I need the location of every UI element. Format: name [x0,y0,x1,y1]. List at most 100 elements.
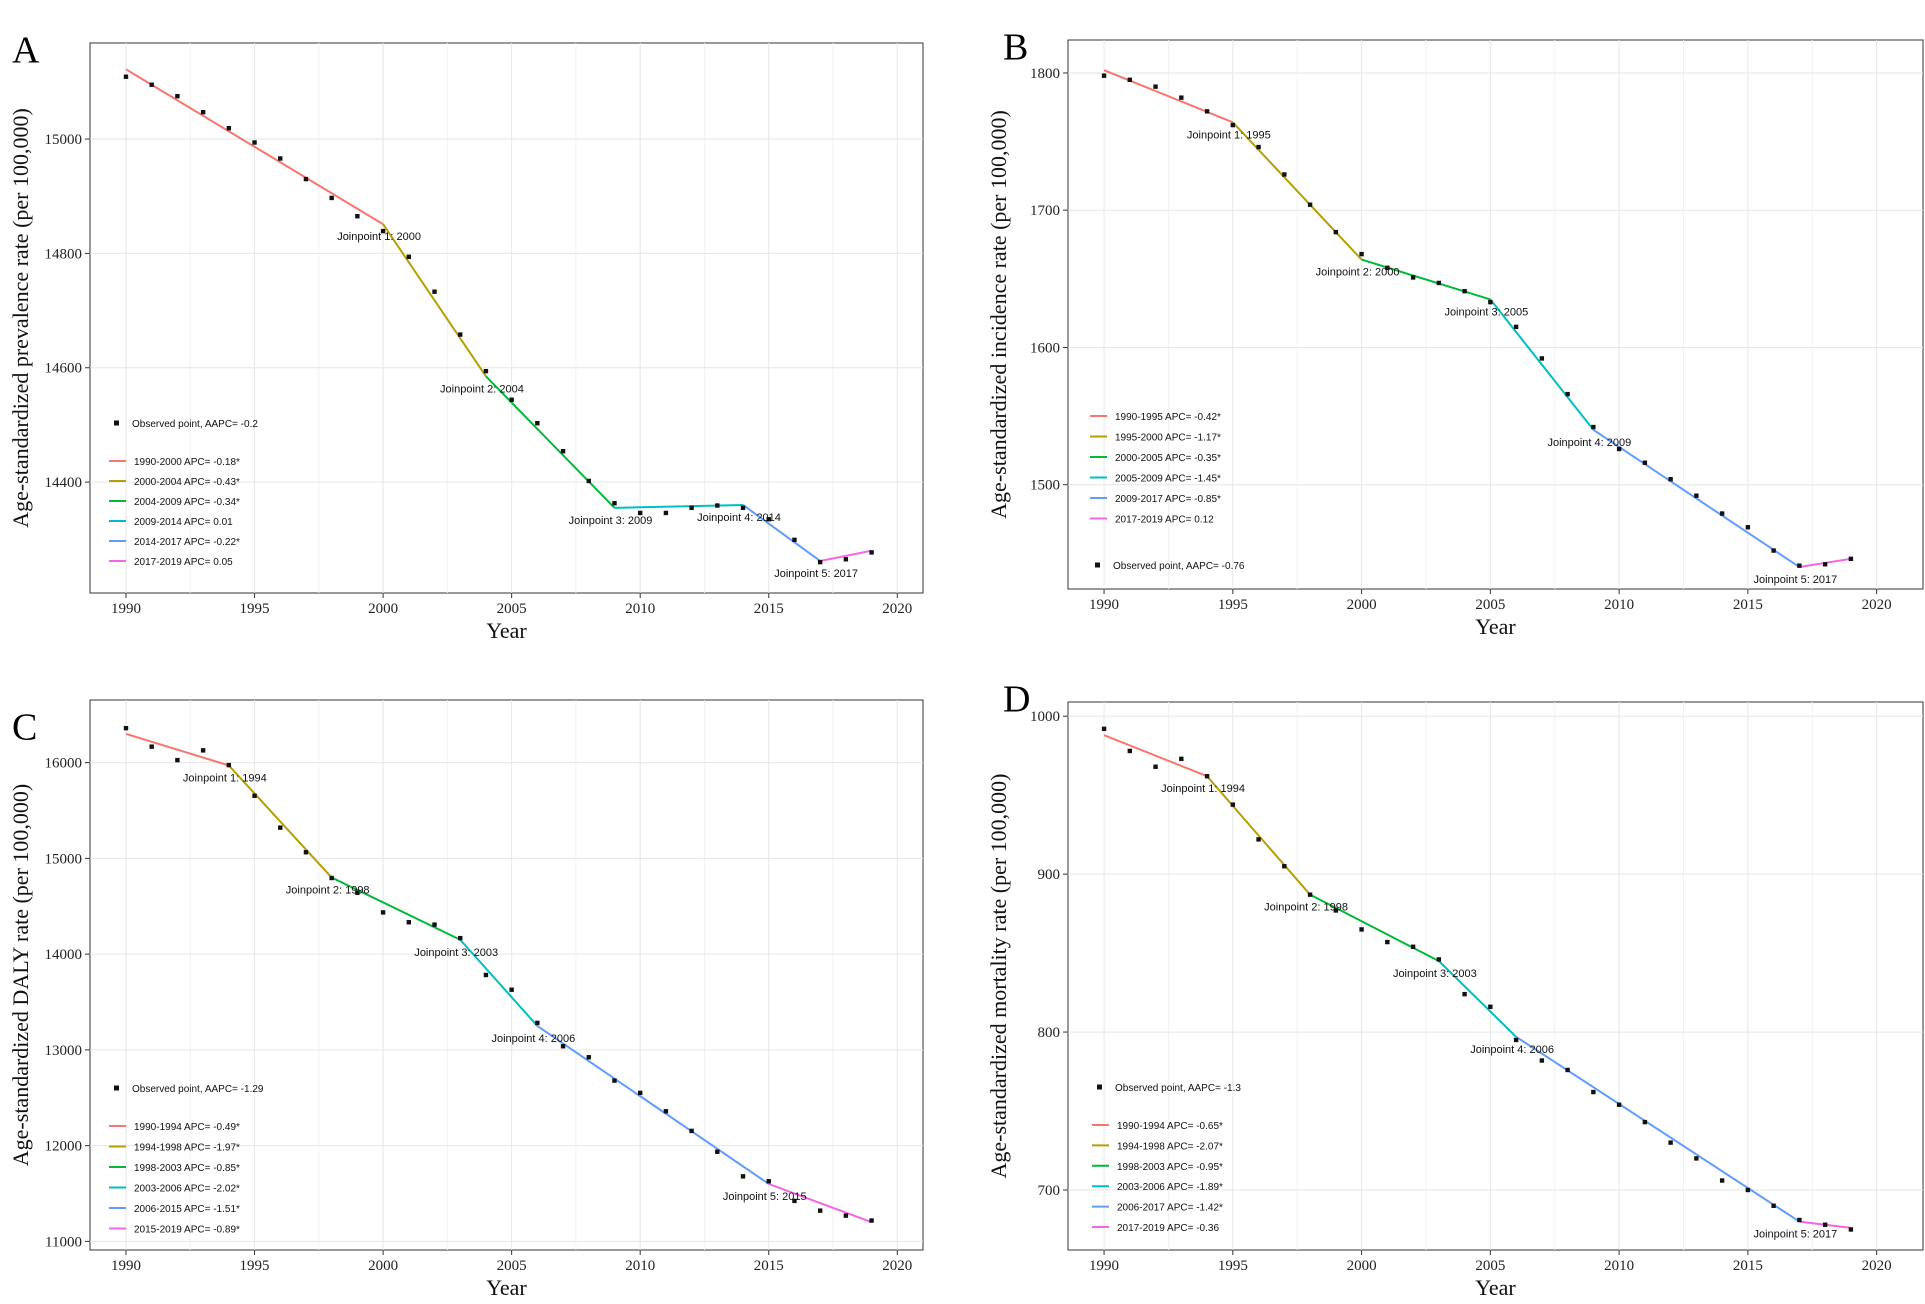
observed-point [355,890,360,895]
observed-point [535,420,540,426]
legend-segment-label: 1994-1998 APC= -1.97* [134,1143,240,1154]
plot-area [1067,701,1924,1251]
x-tick-label: 2015 [1733,1258,1763,1274]
chart-panel-a: A 1990 1995 2000 2005 2010 2015 2020 14400 14600 1… [8,29,924,643]
apc-segment-line [536,1025,770,1185]
y-axis-title: Age-standardized prevalence rate (per 10… [8,108,33,528]
legend-segment-label: 1998-2003 APC= -0.95* [1117,1162,1223,1173]
legend-segment-label: 2015-2019 APC= -0.89* [134,1225,240,1236]
observed-point [123,725,129,731]
observed-point [1127,77,1133,83]
legend-segment-label: 2017-2019 APC= -0.36 [1117,1223,1219,1234]
legend-observed-marker [1097,1084,1102,1090]
apc-segment-line [819,549,872,562]
apc-segment-line [1489,298,1595,431]
x-axis-title: Year [1475,1275,1516,1300]
joinpoint-label: Joinpoint 2: 1998 [1264,902,1348,914]
observed-point [1822,1222,1828,1227]
y-tick-label: 1700 [1030,203,1060,219]
legend-segment-label: 1990-1995 APC= -0.42* [1115,412,1221,423]
x-tick-label: 2015 [1733,597,1763,613]
observed-point [303,850,309,855]
legend-segment-label: 2014-2017 APC= -0.22* [134,537,240,548]
observed-point [1591,1089,1596,1095]
y-tick-label: 700 [1038,1183,1061,1199]
observed-point [792,537,797,543]
observed-point [380,910,386,915]
observed-point [535,1020,540,1026]
y-tick-label: 12000 [45,1139,83,1155]
observed-point [689,1128,694,1134]
apc-segment-line [1361,258,1491,301]
apc-segment-line [614,503,744,509]
observed-point [200,109,206,115]
apc-segment-line [768,1182,872,1224]
observed-point [483,368,489,374]
observed-point [1410,944,1416,949]
x-tick-label: 1995 [1218,1258,1248,1274]
x-tick-label: 2005 [1475,597,1505,613]
observed-point [278,825,283,830]
observed-point [869,1218,874,1223]
joinpoint-label: Joinpoint 1: 1995 [1187,129,1271,141]
joinpoint-label: Joinpoint 3: 2005 [1444,306,1528,318]
observed-point [766,517,771,522]
legend-segment-label: 1998-2003 APC= -0.85* [134,1163,240,1174]
observed-point [458,935,463,941]
panel-letter: D [1003,678,1030,720]
observed-point [843,557,849,562]
observed-point [432,289,437,294]
apc-segment-line [1592,428,1800,568]
x-tick-label: 2010 [1604,1258,1634,1274]
y-axis-title: Age-standardized mortality rate (per 100… [986,773,1011,1178]
joinpoint-label: Joinpoint 5: 2017 [774,568,858,580]
observed-point [1745,525,1751,530]
joinpoint-label: Joinpoint 3: 2003 [1393,968,1477,980]
x-tick-label: 2000 [1347,1258,1377,1274]
observed-point [1745,1187,1751,1193]
observed-point [740,505,746,511]
observed-point [1488,1004,1493,1009]
x-tick-label: 2020 [1862,597,1892,613]
observed-point [458,332,463,337]
legend-observed-label: Observed point, AAPC= -0.76 [1113,561,1245,572]
x-tick-label: 1990 [111,601,141,617]
observed-point [1797,563,1802,568]
observed-point [612,1078,617,1083]
apc-segment-line [1206,775,1311,896]
apc-segment-line [382,223,487,377]
y-tick-label: 11000 [45,1234,82,1250]
legend-segment-label: 2000-2004 APC= -0.43* [134,477,240,488]
joinpoint-label: Joinpoint 5: 2017 [1753,1229,1837,1241]
legend-segment-label: 2000-2005 APC= -0.35* [1115,453,1221,464]
observed-point [1642,1119,1648,1125]
observed-point [1694,1156,1699,1161]
apc-segment-line [742,504,821,562]
observed-point [637,510,643,516]
joinpoint-label: Joinpoint 3: 2003 [414,947,498,959]
y-tick-label: 13000 [45,1043,83,1059]
observed-point [175,757,180,763]
panel-letter: A [12,29,40,71]
observed-point [1385,265,1390,271]
apc-segment-line [1309,893,1440,962]
apc-segment-line [459,939,539,1027]
observed-point [1307,202,1313,207]
x-tick-label: 2015 [754,1258,784,1274]
observed-point [1694,493,1699,498]
observed-point [1359,251,1364,257]
apc-segment-line [485,375,616,509]
observed-point [1204,774,1210,779]
apc-segment-line [1438,960,1517,1038]
observed-point [509,987,514,992]
observed-point [406,920,412,925]
legend-segment-label: 1990-1994 APC= -0.65* [1117,1121,1223,1132]
x-tick-label: 1990 [111,1258,141,1274]
y-tick-label: 15000 [45,132,83,148]
observed-point [329,195,334,201]
legend-segment-label: 1995-2000 APC= -1.17* [1115,433,1221,444]
observed-point [689,505,694,511]
y-tick-label: 14400 [45,475,83,491]
x-tick-label: 2005 [1475,1258,1505,1274]
